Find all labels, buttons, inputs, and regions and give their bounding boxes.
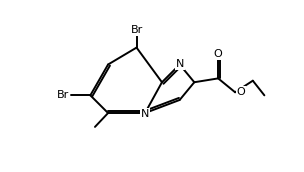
Text: N: N [175,59,184,69]
Text: O: O [237,87,245,97]
Text: Br: Br [57,90,70,100]
Text: Br: Br [130,25,143,35]
Text: N: N [141,109,149,119]
Text: O: O [214,49,223,59]
